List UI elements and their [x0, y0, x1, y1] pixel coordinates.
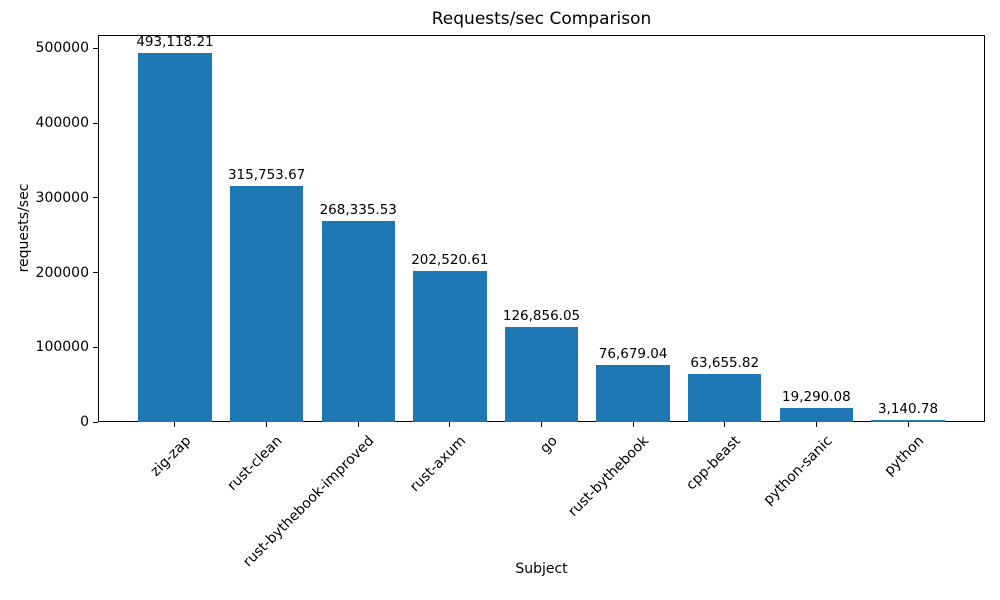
y-tick [93, 421, 98, 423]
x-tick-label: python-sanic [760, 433, 836, 509]
x-tick [357, 422, 359, 427]
x-tick-label: cpp-beast [683, 433, 745, 494]
bar-rust-clean [229, 185, 304, 422]
y-tick [93, 272, 98, 273]
bar-value-label: 19,290.08 [782, 388, 851, 405]
x-tick [724, 422, 726, 427]
bar-value-label: 126,856.05 [502, 308, 581, 325]
bar-python [871, 419, 945, 422]
y-tick-label: 300000 [35, 189, 89, 206]
bar-value-label: 76,679.04 [598, 345, 668, 362]
x-tick [541, 422, 542, 427]
bar-value-label: 3,140.78 [877, 400, 939, 417]
y-tick-label: 400000 [35, 115, 89, 132]
x-tick [266, 422, 268, 427]
y-tick-label: 500000 [35, 40, 89, 57]
x-axis-label: Subject [515, 561, 568, 577]
bar-cpp-beast [688, 374, 762, 422]
x-tick [907, 422, 909, 427]
x-tick-label: go [537, 433, 561, 457]
x-tick [449, 422, 451, 427]
bar-rust-axum [413, 270, 487, 422]
y-tick [93, 47, 98, 49]
y-tick-label: 200000 [35, 264, 89, 281]
x-tick-label: rust-axum [407, 433, 470, 496]
bar-value-label: 268,335.53 [319, 202, 397, 219]
x-tick-label: rust-clean [225, 433, 286, 494]
y-tick [93, 197, 98, 199]
bar-rust-bythebook [596, 364, 670, 422]
y-tick-label: 100000 [35, 339, 89, 356]
y-tick-label: 0 [80, 414, 89, 430]
x-tick-label: zig-zap [147, 433, 195, 480]
x-tick [632, 422, 634, 427]
bar-python-sanic [779, 407, 854, 422]
x-tick [815, 422, 817, 427]
bar-value-label: 493,118.21 [136, 34, 214, 51]
y-tick [93, 346, 98, 348]
x-tick-label: python [881, 433, 928, 479]
bar-value-label: 63,655.82 [690, 355, 760, 372]
chart-title: Requests/sec Comparison [431, 9, 652, 29]
x-tick-label: rust-bythebook [565, 433, 653, 520]
bar-zig-zap [138, 53, 212, 422]
bar-value-label: 315,753.67 [227, 166, 306, 183]
y-axis-label: requests/sec [16, 183, 32, 273]
bar-value-label: 202,520.61 [411, 251, 489, 268]
bar-go [504, 327, 579, 422]
bar-rust-bythebook-improved [321, 221, 395, 422]
x-tick [174, 422, 176, 427]
y-tick [93, 122, 98, 124]
